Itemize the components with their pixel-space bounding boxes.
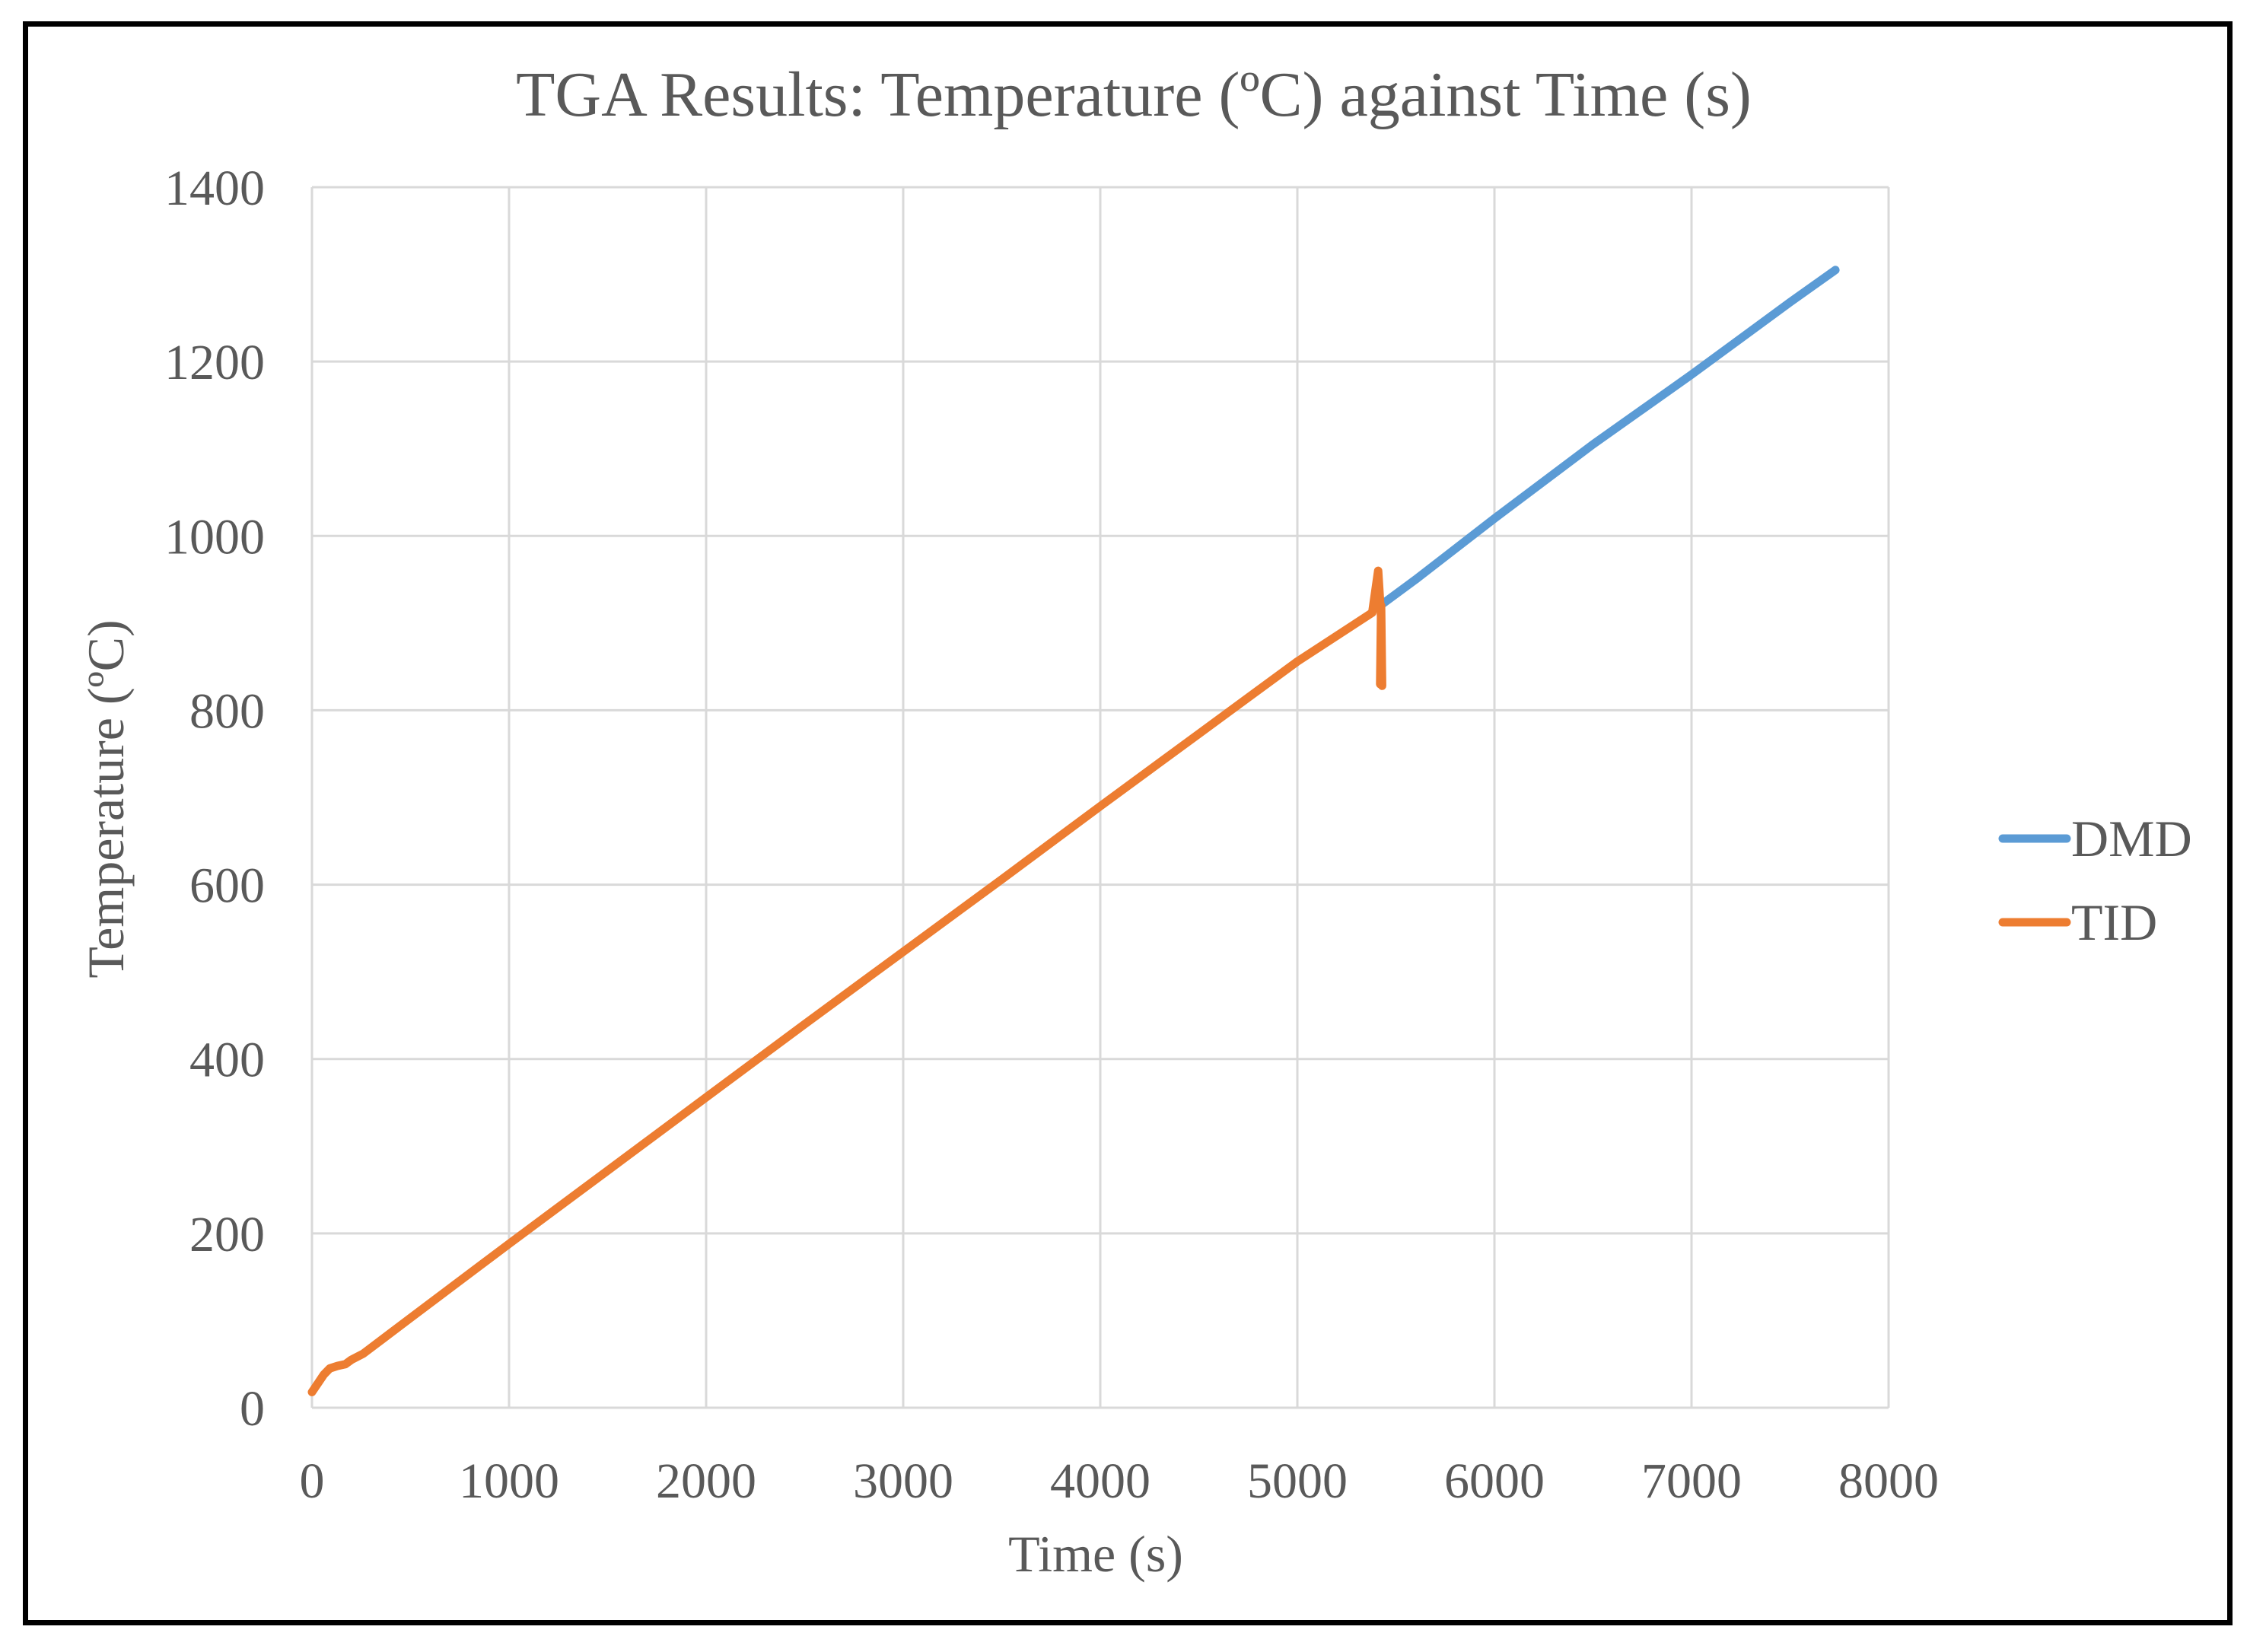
x-tick-label: 8000	[1838, 1453, 1939, 1509]
y-tick-label: 600	[189, 858, 265, 914]
gridlines	[310, 186, 1890, 1409]
chart-frame	[23, 21, 2233, 1625]
x-tick-label: 7000	[1641, 1453, 1742, 1509]
x-tick-label: 0	[300, 1453, 325, 1509]
legend-label-dmd: DMD	[2071, 810, 2192, 867]
y-tick-label: 800	[189, 683, 265, 739]
tick-labels: 0 200 400 600 800 1000 1200 1400 0 1000 2000 3000 40…	[164, 161, 1939, 1509]
legend: DMD TID	[1998, 810, 2192, 951]
y-tick-label: 1000	[164, 509, 265, 565]
series-lines	[307, 266, 1840, 1396]
y-tick-label: 1400	[164, 161, 265, 216]
x-axis-title: Time (s)	[1008, 1525, 1183, 1583]
x-tick-label: 5000	[1247, 1453, 1348, 1509]
series-line-dmd	[1376, 266, 1840, 610]
chart-title: TGA Results: Temperature (ºC) against Ti…	[516, 59, 1752, 130]
y-tick-label: 1200	[164, 335, 265, 390]
y-tick-label: 0	[240, 1381, 265, 1437]
y-tick-label: 200	[189, 1207, 265, 1262]
y-axis-title: Temperature (ºC)	[77, 619, 135, 978]
y-tick-label: 400	[189, 1033, 265, 1088]
x-tick-label: 3000	[853, 1453, 953, 1509]
x-tick-label: 2000	[656, 1453, 756, 1509]
series-line-tid	[307, 566, 1386, 1396]
x-tick-label: 4000	[1050, 1453, 1151, 1509]
x-tick-label: 1000	[459, 1453, 559, 1509]
legend-label-tid: TID	[2071, 893, 2157, 951]
x-tick-label: 6000	[1444, 1453, 1545, 1509]
